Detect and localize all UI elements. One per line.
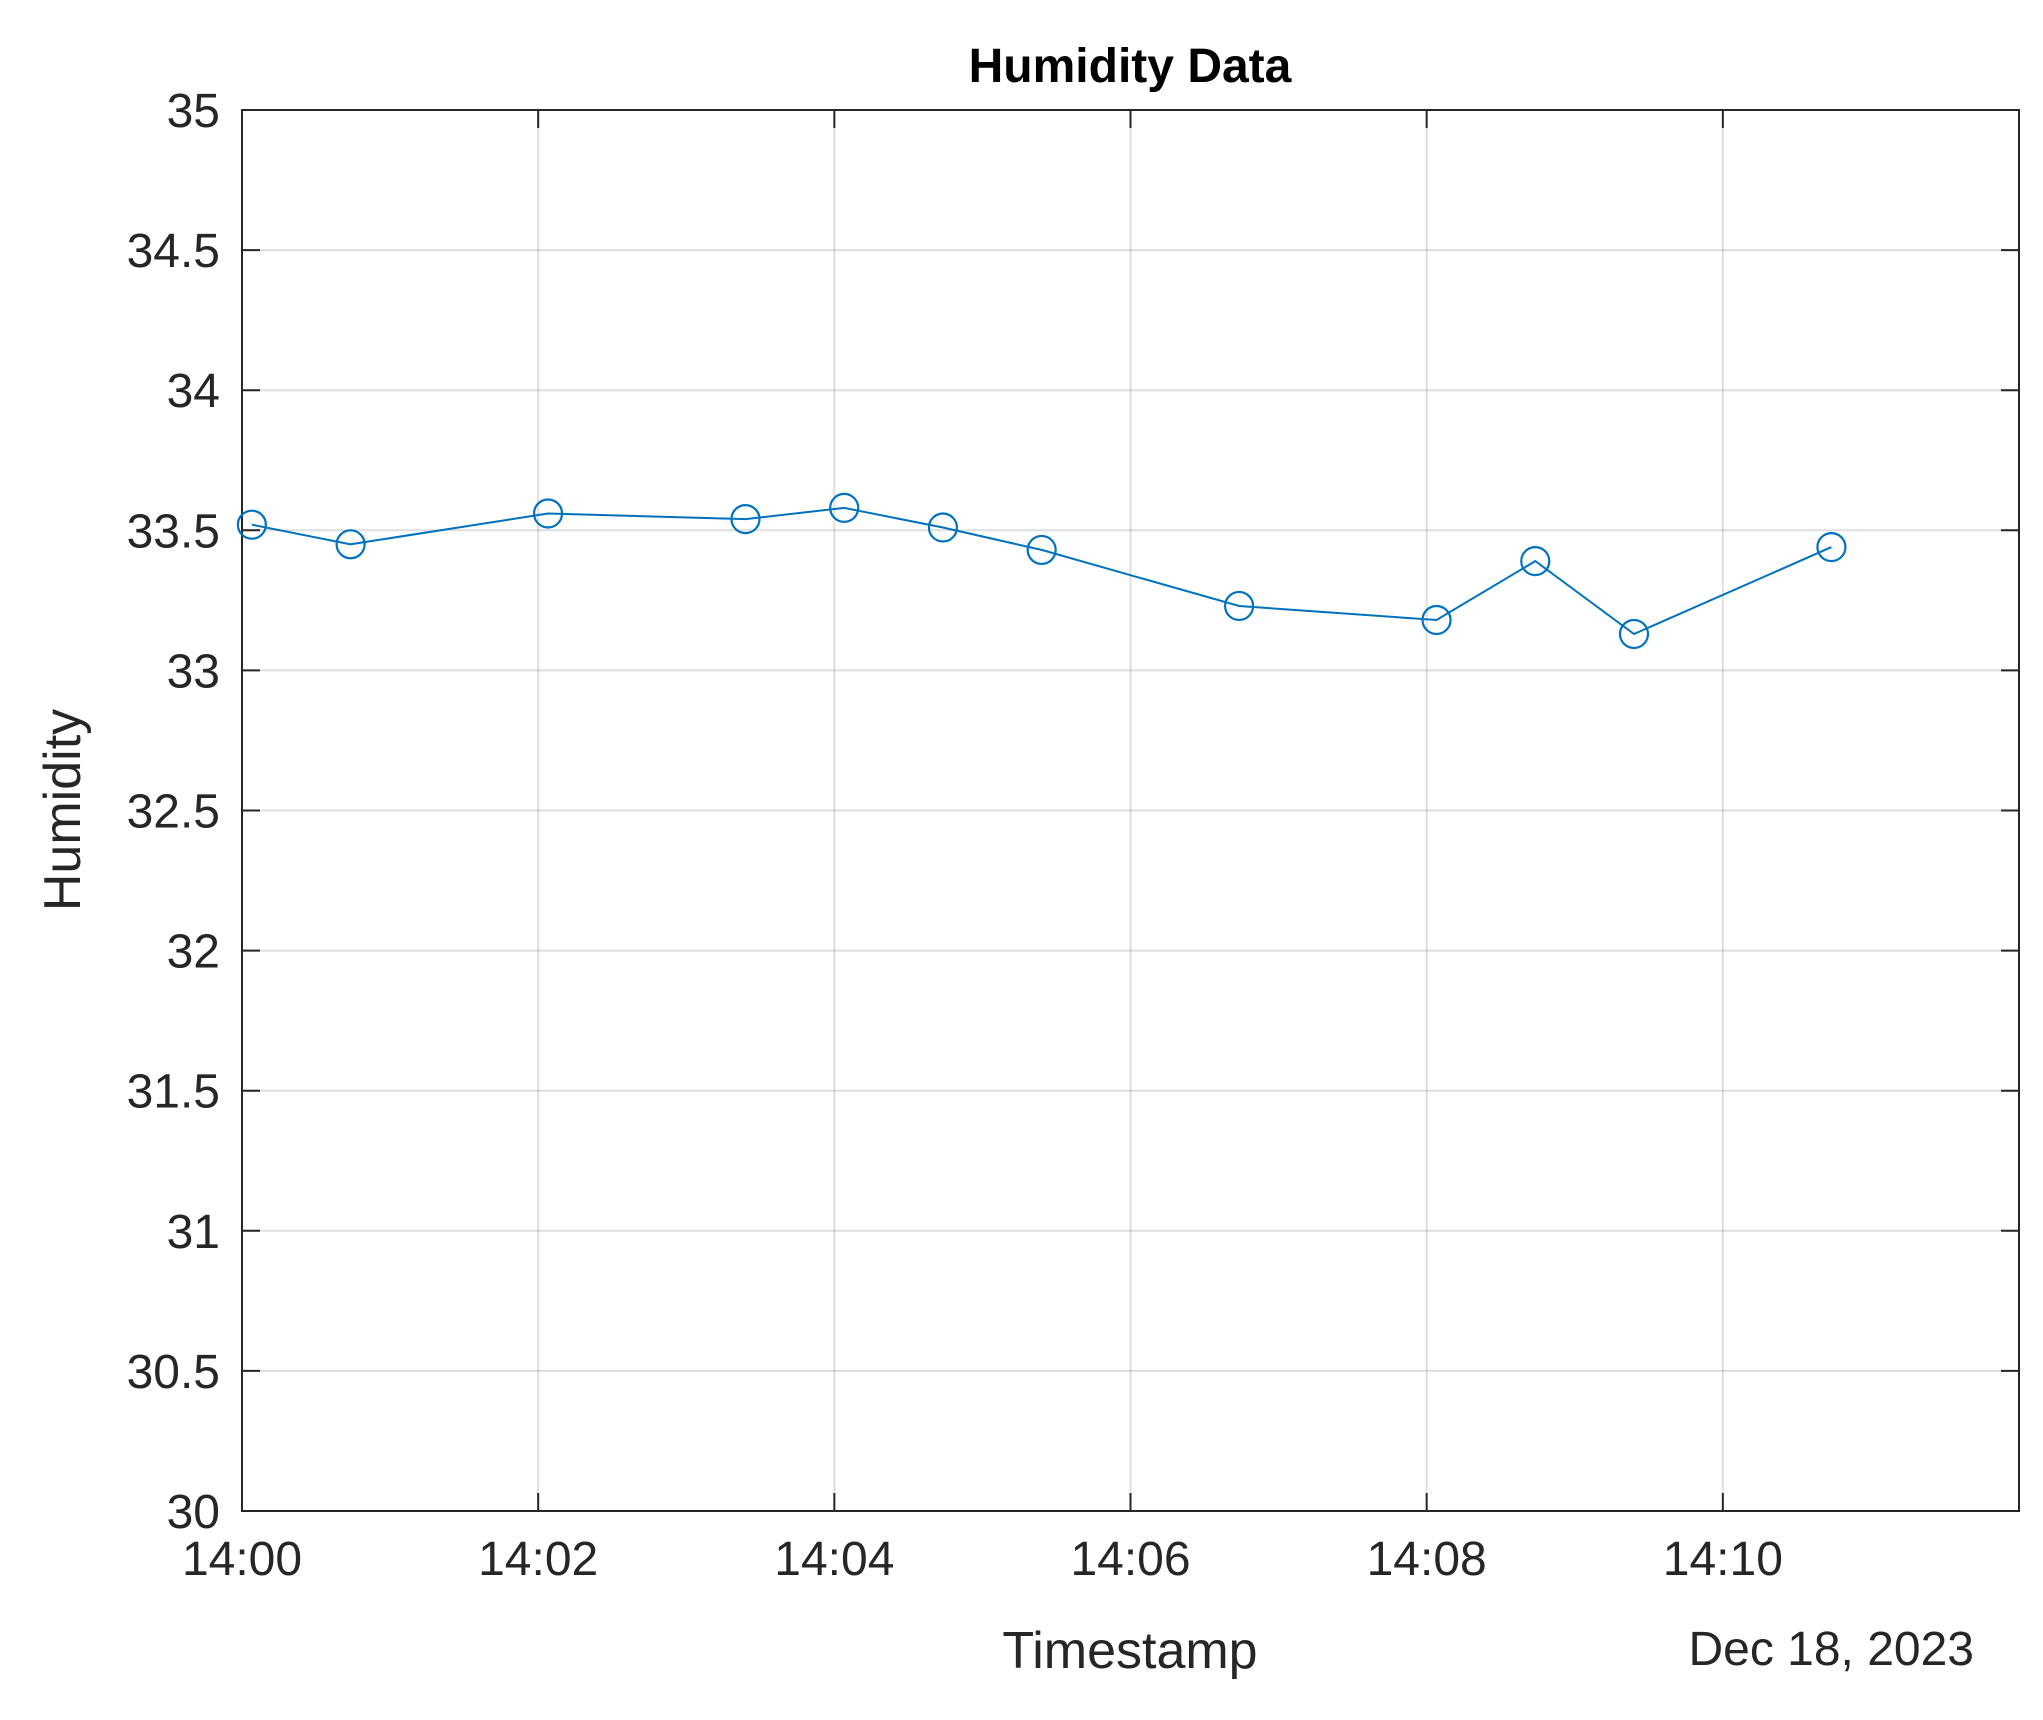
- data-series: [236, 492, 1847, 650]
- data-point-marker: [1618, 618, 1650, 650]
- data-point-marker: [730, 503, 761, 535]
- data-point-marker: [1026, 534, 1057, 566]
- y-tick-label: 34.5: [127, 225, 220, 278]
- y-axis-label: Humidity: [34, 709, 92, 911]
- data-point-marker: [829, 492, 860, 523]
- y-tick-label: 31: [167, 1206, 220, 1259]
- data-point-marker: [1520, 546, 1551, 577]
- y-tick-label: 30.5: [127, 1346, 220, 1399]
- series-line: [251, 506, 1832, 636]
- x-tick-label: 14:02: [478, 1533, 598, 1586]
- y-tick-label: 32: [167, 926, 220, 979]
- x-tick-label: 14:10: [1663, 1533, 1783, 1586]
- data-point-marker: [335, 529, 366, 560]
- data-point-marker: [1816, 532, 1847, 563]
- y-tick-label: 33.5: [127, 505, 220, 558]
- x-tick-label: 14:04: [774, 1533, 894, 1586]
- x-axis-label: Timestamp: [1002, 1622, 1257, 1680]
- data-point-marker: [927, 512, 959, 543]
- data-point-marker: [1223, 590, 1255, 622]
- y-tick-label: 32.5: [127, 786, 220, 839]
- axes-box: [241, 109, 2020, 1512]
- tick-labels: 14:00 14:02 14:04 14:06 14:08 14:10 30 30.5 31 31…: [127, 85, 1783, 1586]
- y-tick-label: 31.5: [127, 1066, 220, 1119]
- y-tick-label: 33: [167, 645, 220, 698]
- data-point-marker: [532, 498, 564, 529]
- y-tick-label: 30: [167, 1486, 220, 1539]
- x-tick-label: 14:06: [1070, 1533, 1190, 1586]
- chart-title: Humidity Data: [969, 40, 1292, 93]
- x-tick-label: 14:00: [182, 1533, 302, 1586]
- x-tick-label: 14:08: [1367, 1533, 1487, 1586]
- data-point-marker: [236, 509, 267, 540]
- y-tick-label: 34: [167, 365, 220, 418]
- plot-area: [242, 110, 2019, 1511]
- y-tick-label: 35: [167, 85, 220, 138]
- data-point-marker: [1421, 604, 1452, 636]
- date-label: Dec 18, 2023: [1688, 1623, 1974, 1676]
